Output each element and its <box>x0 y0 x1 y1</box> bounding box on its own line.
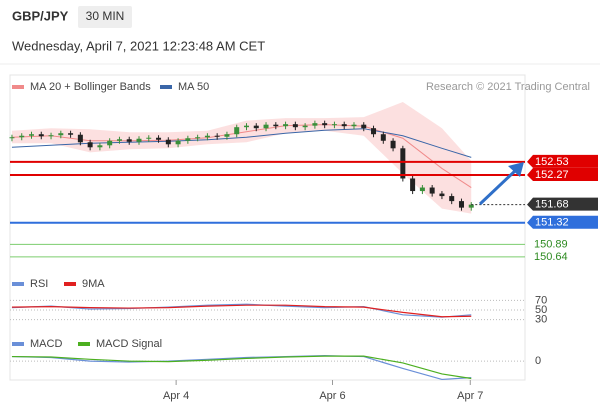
candle-body <box>156 137 162 140</box>
level-tag <box>527 167 598 181</box>
candle-body <box>165 139 171 145</box>
candle-body <box>331 124 337 126</box>
candle-body <box>87 142 93 148</box>
timestamp: Wednesday, April 7, 2021 12:23:48 AM CET <box>12 38 265 53</box>
legend-swatch <box>12 85 24 89</box>
candle-body <box>312 123 318 126</box>
candle-body <box>48 135 54 137</box>
legend-swatch <box>64 282 76 286</box>
y-tick-label: 30 <box>535 314 547 326</box>
candle-body <box>410 178 416 192</box>
candle-body <box>322 123 328 126</box>
x-tick-label: Apr 6 <box>319 390 345 402</box>
candle-body <box>19 135 25 138</box>
candle-body <box>468 204 474 208</box>
y-tick-label: 0 <box>535 355 541 367</box>
series-line <box>11 355 472 381</box>
level-label: 152.27 <box>535 169 569 181</box>
candle-body <box>224 134 230 137</box>
candle-body <box>214 135 220 137</box>
candle-body <box>185 138 191 141</box>
legend-label: 9MA <box>82 278 105 290</box>
forecast-arrow <box>478 168 518 206</box>
candle-body <box>68 133 74 135</box>
candle-body <box>234 127 240 135</box>
level-label: 151.32 <box>535 217 569 229</box>
candle-body <box>449 196 455 202</box>
legend-label: MACD <box>30 338 62 350</box>
candle-body <box>38 134 44 137</box>
candle-body <box>77 134 83 143</box>
candle-body <box>146 137 152 139</box>
candle-body <box>204 135 210 138</box>
symbol: GBP/JPY <box>12 8 69 23</box>
arrow-head <box>508 162 524 177</box>
legend-swatch <box>12 342 24 346</box>
plot-layer: MA 20 + Bollinger Bands MA 50 Research © 2… <box>9 81 598 402</box>
candle-body <box>380 134 386 141</box>
level-label: 150.89 <box>534 238 568 250</box>
candle-body <box>341 124 347 127</box>
candle-body <box>400 148 406 179</box>
candle-body <box>283 124 289 127</box>
candle-body <box>292 124 298 128</box>
y-tick-label: 70 <box>535 294 547 306</box>
level-label: 152.53 <box>535 156 569 168</box>
candle-body <box>58 133 64 136</box>
legend-swatch <box>78 342 90 346</box>
legend-label: RSI <box>30 278 48 290</box>
candle-body <box>439 193 445 197</box>
interval-badge <box>78 6 132 28</box>
level-tag <box>527 154 598 168</box>
candle-body <box>97 145 103 148</box>
legend-swatch <box>160 85 172 89</box>
level-tag <box>527 215 598 229</box>
candle-body <box>429 187 435 194</box>
legend-label: MA 20 + Bollinger Bands <box>30 81 151 93</box>
x-tick-label: Apr 7 <box>457 390 483 402</box>
x-tick-label: Apr 4 <box>163 390 189 402</box>
y-tick-label: 50 <box>535 304 547 316</box>
candle-body <box>273 124 279 127</box>
series-line <box>11 303 472 318</box>
level-label: 150.64 <box>534 251 568 263</box>
level-tag <box>527 197 598 211</box>
legend-swatch <box>12 282 24 286</box>
interval: 30 MIN <box>86 9 125 23</box>
series-line <box>11 304 472 318</box>
level-label: 151.68 <box>535 199 569 211</box>
candle-body <box>107 140 113 146</box>
series-line <box>11 355 472 380</box>
candle-body <box>116 139 122 141</box>
candle-body <box>351 124 357 127</box>
candle-body <box>419 187 425 192</box>
candle-body <box>175 140 181 145</box>
candle-body <box>361 124 367 129</box>
candle-body <box>28 134 34 136</box>
candle-body <box>136 138 142 142</box>
legend-label: MACD Signal <box>96 338 162 350</box>
candle-body <box>458 201 464 208</box>
candle-body <box>195 137 201 139</box>
candle-body <box>390 140 396 149</box>
candle-body <box>253 125 259 129</box>
candle-body <box>263 124 269 129</box>
bollinger-band <box>11 102 472 214</box>
plot-frame <box>9 74 526 381</box>
candle-body <box>243 125 249 128</box>
candle-body <box>302 125 308 128</box>
credit: Research © 2021 Trading Central <box>426 81 590 93</box>
legend-label: MA 50 <box>178 81 209 93</box>
candle-body <box>9 137 15 139</box>
candle-body <box>126 139 132 142</box>
candle-body <box>371 128 377 135</box>
